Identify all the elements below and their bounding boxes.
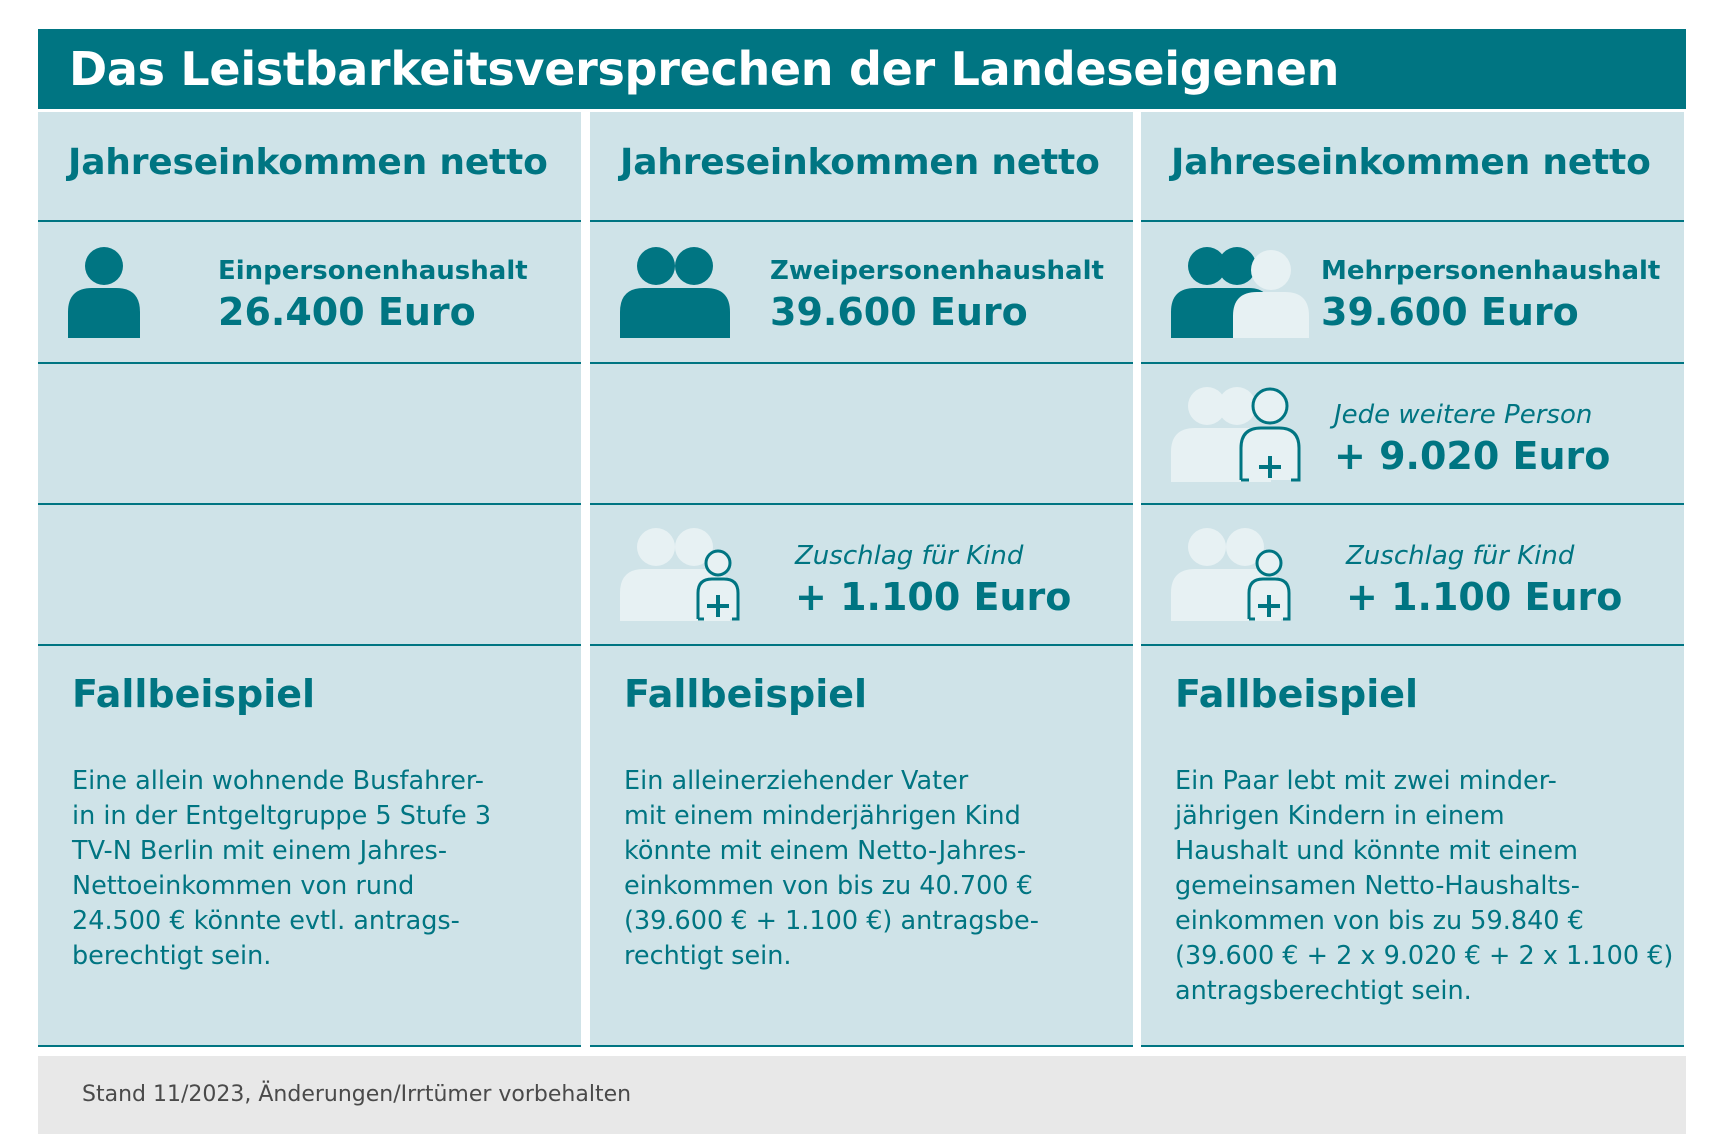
child-supplement-label: Zuschlag für Kind — [1346, 541, 1575, 571]
household-amount: 39.600 Euro — [770, 290, 1028, 334]
case-text-line: TV-N Berlin mit einem Jahres- — [72, 836, 448, 866]
case-title: Fallbeispiel — [1175, 672, 1419, 716]
additional-person-amount: + 9.020 Euro — [1334, 434, 1611, 478]
column-header-text: Jahreseinkommen netto — [1171, 142, 1651, 183]
case-text-line: gemeinsamen Netto-Haushalts- — [1175, 871, 1580, 901]
case-text: Ein Paar lebt mit zwei minder- jährigen … — [1175, 764, 1673, 1009]
column-header: Jahreseinkommen netto — [1141, 112, 1684, 222]
page-title: Das Leistbarkeitsversprechen der Landese… — [38, 29, 1686, 109]
case-text-line: einkommen von bis zu 59.840 € — [1175, 906, 1584, 936]
single-person-icon — [68, 247, 140, 338]
child-supplement-cell: Zuschlag für Kind + 1.100 Euro — [590, 505, 1133, 646]
case-text-line: berechtigt sein. — [72, 941, 272, 971]
additional-person-icon — [1171, 387, 1301, 482]
child-supplement-icon — [1171, 528, 1291, 621]
case-text-line: Eine allein wohnende Busfahrer- — [72, 766, 484, 796]
case-text-line: jährigen Kindern in einem — [1175, 801, 1505, 831]
column-header: Jahreseinkommen netto — [38, 112, 581, 222]
case-text-line: rechtigt sein. — [624, 941, 792, 971]
empty-cell — [38, 505, 581, 646]
child-supplement-label: Zuschlag für Kind — [795, 541, 1024, 571]
case-text-line: antragsberechtigt sein. — [1175, 976, 1472, 1006]
additional-person-label: Jede weitere Person — [1334, 400, 1593, 430]
case-text: Ein alleinerziehender Vater mit einem mi… — [624, 764, 1039, 974]
two-persons-icon — [620, 247, 730, 338]
household-label: Zweipersonenhaushalt — [770, 256, 1104, 286]
case-title: Fallbeispiel — [72, 672, 316, 716]
case-text-line: in in der Entgeltgruppe 5 Stufe 3 — [72, 801, 492, 831]
multi-person-icon — [1171, 247, 1309, 338]
child-supplement-amount: + 1.100 Euro — [795, 575, 1072, 619]
income-column-single: Jahreseinkommen netto Einpersonenhaushal… — [38, 112, 581, 1047]
case-text: Eine allein wohnende Busfahrer- in in de… — [72, 764, 491, 974]
case-text-line: (39.600 € + 2 x 9.020 € + 2 x 1.100 €) — [1175, 941, 1674, 971]
household-label: Mehrpersonenhaushalt — [1321, 256, 1661, 286]
household-cell: Zweipersonenhaushalt 39.600 Euro — [590, 222, 1133, 364]
child-supplement-cell: Zuschlag für Kind + 1.100 Euro — [1141, 505, 1684, 646]
household-cell: Mehrpersonenhaushalt 39.600 Euro — [1141, 222, 1684, 364]
household-label: Einpersonenhaushalt — [218, 256, 528, 286]
case-title: Fallbeispiel — [624, 672, 868, 716]
case-text-line: Haushalt und könnte mit einem — [1175, 836, 1578, 866]
income-column-two: Jahreseinkommen netto Zweipersonenhausha… — [590, 112, 1133, 1047]
additional-person-cell: Jede weitere Person + 9.020 Euro — [1141, 364, 1684, 505]
household-amount: 39.600 Euro — [1321, 290, 1579, 334]
case-text-line: Ein Paar lebt mit zwei minder- — [1175, 766, 1557, 796]
empty-cell — [38, 364, 581, 505]
footer-note: Stand 11/2023, Änderungen/Irrtümer vorbe… — [38, 1056, 1686, 1134]
case-text-line: (39.600 € + 1.100 €) antragsbe- — [624, 906, 1039, 936]
case-text-line: einkommen von bis zu 40.700 € — [624, 871, 1033, 901]
case-text-line: Ein alleinerziehender Vater — [624, 766, 969, 796]
case-example: Fallbeispiel Eine allein wohnende Busfah… — [38, 646, 581, 1047]
household-cell: Einpersonenhaushalt 26.400 Euro — [38, 222, 581, 364]
column-header-text: Jahreseinkommen netto — [620, 142, 1100, 183]
case-text-line: mit einem minderjährigen Kind — [624, 801, 1021, 831]
income-column-multi: Jahreseinkommen netto Mehrpersonenhausha… — [1141, 112, 1684, 1047]
column-header-text: Jahreseinkommen netto — [68, 142, 548, 183]
child-supplement-amount: + 1.100 Euro — [1346, 575, 1623, 619]
case-example: Fallbeispiel Ein Paar lebt mit zwei mind… — [1141, 646, 1684, 1047]
column-header: Jahreseinkommen netto — [590, 112, 1133, 222]
case-example: Fallbeispiel Ein alleinerziehender Vater… — [590, 646, 1133, 1047]
household-amount: 26.400 Euro — [218, 290, 476, 334]
case-text-line: könnte mit einem Netto-Jahres- — [624, 836, 1027, 866]
case-text-line: 24.500 € könnte evtl. antrags- — [72, 906, 460, 936]
child-supplement-icon — [620, 528, 740, 621]
case-text-line: Nettoeinkommen von rund — [72, 871, 415, 901]
empty-cell — [590, 364, 1133, 505]
